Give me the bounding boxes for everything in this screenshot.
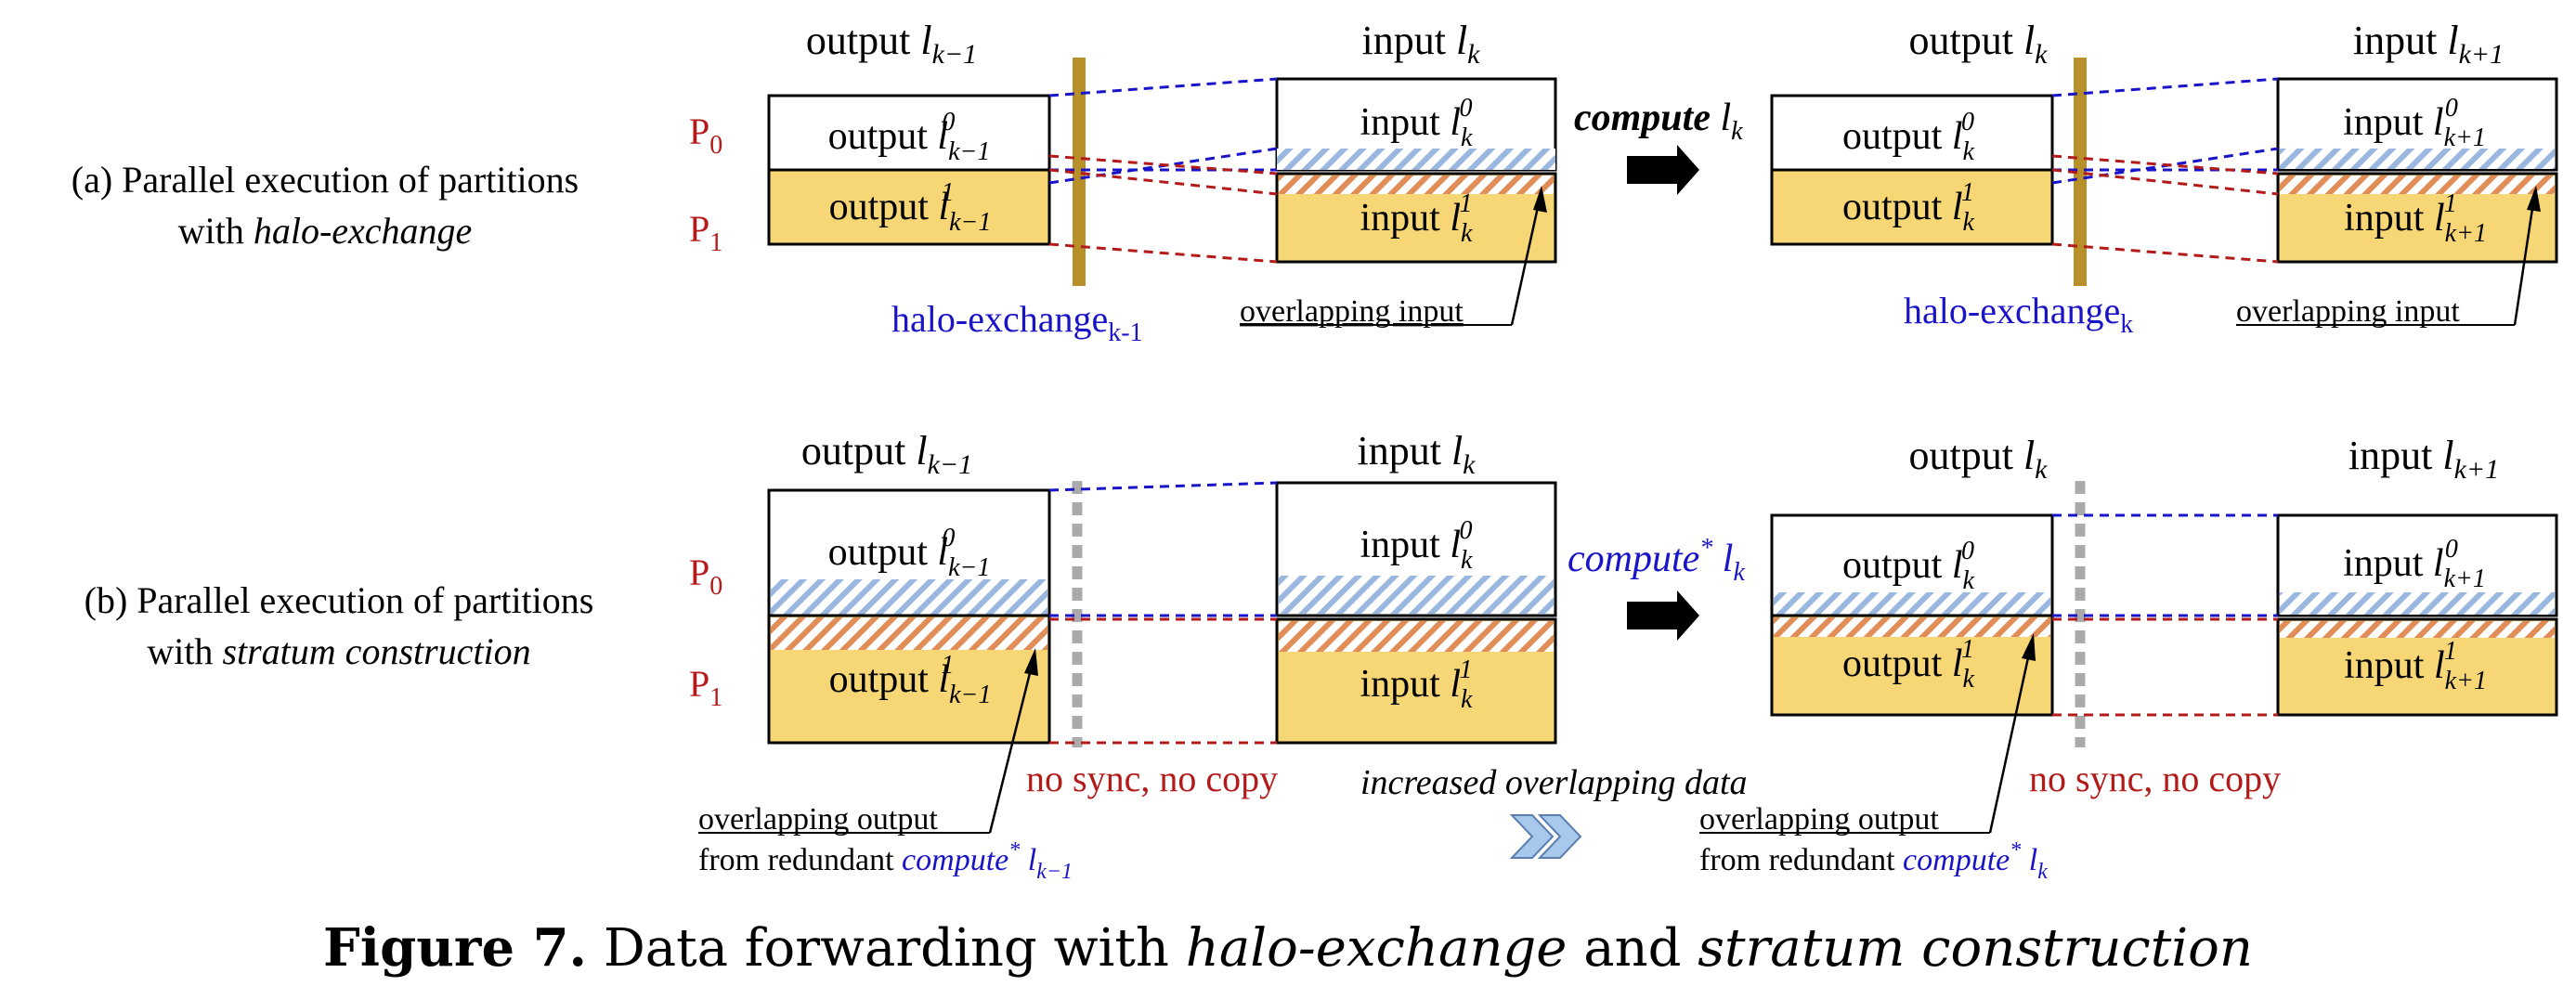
overlap-output-arrowhead-2 — [2022, 633, 2036, 661]
label-output-lkm1-0-b: output lk−10 — [828, 524, 991, 582]
label-output-lk-0-a: output lk0 — [1842, 108, 1975, 166]
overlap-output-pointer-2 — [1988, 640, 2034, 834]
hatch-orange-output-lk-b — [1774, 617, 2050, 637]
no-sync-label-2: no sync, no copy — [2029, 758, 2281, 799]
row-b-label-line1: (b) Parallel execution of partitions — [85, 579, 594, 621]
title-input-lk-a: input lk — [1361, 18, 1480, 70]
label-output-lkm1-1-a: output lk−11 — [829, 178, 990, 237]
hatch-orange-input-lk-a — [1279, 175, 1554, 194]
label-input-lk-0-a: input lk0 — [1360, 94, 1474, 152]
label-input-lk-1-a: input lk1 — [1360, 189, 1474, 248]
title-output-lkm1-a: output lk−1 — [806, 18, 977, 70]
overlap-output-arrowhead-1 — [1024, 648, 1038, 676]
halo-bar-k-1 — [1073, 58, 1086, 286]
hatch-blue-input-lk-b — [1279, 576, 1554, 614]
increased-overlap-label: increased overlapping data — [1360, 763, 1748, 802]
overlap-output-label-2-line2: from redundant compute* lk — [1699, 838, 2048, 884]
overlap-output-label-2-line1: overlapping output — [1699, 802, 1939, 837]
connectors-1-b — [1048, 481, 1278, 745]
title-output-lkm1-b: output lk−1 — [801, 428, 972, 480]
label-output-lkm1-1-b: output lk−11 — [829, 651, 990, 709]
row-b: (b) Parallel execution of partitions wit… — [85, 428, 2558, 884]
overlap-pointer-2 — [2513, 189, 2537, 326]
overlap-output-label-1-line1: overlapping output — [698, 802, 938, 837]
box-output-lk-p1-a — [1770, 168, 2054, 246]
increased-overlap-chevrons — [1509, 814, 1582, 859]
figure-caption: Figure 7. Data forwarding with halo-exch… — [323, 917, 2253, 979]
title-input-lkp1-a: input lk+1 — [2353, 18, 2504, 70]
hatch-blue-input-lk-a — [1277, 149, 1555, 170]
halo-label-k: halo-exchangek — [1904, 290, 2133, 339]
hatch-blue-input-lkp1-a — [2280, 149, 2555, 169]
halo-label-k-1: halo-exchangek-1 — [891, 298, 1143, 347]
hatch-blue-output-lkm1-b — [771, 579, 1047, 616]
title-input-lk-b: input lk — [1357, 428, 1476, 480]
no-sync-label-1: no sync, no copy — [1026, 758, 1278, 799]
hatch-blue-input-lkp1-b — [2280, 592, 2555, 615]
label-input-lkp1-0-a: input lk+10 — [2343, 94, 2486, 152]
hatch-orange-output-lkm1-b — [771, 617, 1047, 650]
overlap-input-label-1: overlapping input — [1240, 294, 1464, 329]
label-output-lk-1-a: output lk1 — [1842, 178, 1975, 237]
label-input-lk-1-b: input lk1 — [1360, 655, 1474, 714]
overlap-output-pointer-1 — [988, 654, 1036, 834]
label-input-lkp1-1-b: input lk+11 — [2344, 637, 2485, 695]
proc-label-p1-a: P1 — [689, 208, 722, 257]
overlap-input-label-2: overlapping input — [2236, 294, 2460, 329]
row-b-label-line2: with stratum construction — [147, 630, 530, 672]
label-output-lk-1-b: output lk1 — [1842, 635, 1975, 694]
label-output-lkm1-0-a: output lk−10 — [828, 108, 991, 166]
overlap-pointer-1 — [1510, 189, 1543, 326]
proc-label-p0-a: P0 — [689, 110, 722, 160]
label-output-lk-0-b: output lk0 — [1842, 537, 1975, 595]
hatch-blue-output-lk-b — [1774, 592, 2050, 616]
halo-bar-k — [2074, 58, 2087, 286]
proc-label-p1-b: P1 — [689, 663, 722, 712]
overlap-output-label-1-line2: from redundant compute* lk−1 — [698, 838, 1073, 884]
row-a: (a) Parallel execution of partitions wit… — [72, 18, 2558, 347]
connectors-2-b — [2052, 513, 2278, 717]
overlap-arrowhead-2 — [2527, 186, 2541, 212]
hatch-orange-input-lk-b — [1279, 621, 1554, 652]
box-output-lkm1-p0-a — [767, 94, 1051, 172]
label-input-lk-0-b: input lk0 — [1360, 516, 1474, 575]
halo-connectors-2-a — [2051, 77, 2279, 264]
title-output-lk-a: output lk — [1908, 18, 2048, 70]
compute-star-label-b: compute* lk — [1568, 534, 1745, 587]
box-output-lkm1-p1-a — [767, 168, 1051, 246]
title-output-lk-b: output lk — [1908, 433, 2048, 485]
compute-arrow-a — [1627, 145, 1699, 195]
proc-label-p0-b: P0 — [689, 551, 722, 601]
label-input-lkp1-0-b: input lk+10 — [2343, 535, 2486, 593]
row-a-label-line1: (a) Parallel execution of partitions — [72, 159, 579, 201]
overlap-arrowhead-1 — [1533, 186, 1547, 213]
compute-label-a: compute lk — [1574, 97, 1743, 146]
halo-connectors-1-a — [1048, 77, 1278, 264]
row-a-label-line2: with halo-exchange — [178, 210, 473, 252]
hatch-orange-input-lkp1-b — [2280, 621, 2555, 638]
hatch-orange-input-lkp1-a — [2280, 175, 2555, 194]
box-output-lk-p0-a — [1770, 94, 2054, 172]
compute-arrow-b — [1627, 590, 1699, 641]
title-input-lkp1-b: input lk+1 — [2348, 433, 2499, 485]
label-input-lkp1-1-a: input lk+11 — [2344, 189, 2485, 248]
